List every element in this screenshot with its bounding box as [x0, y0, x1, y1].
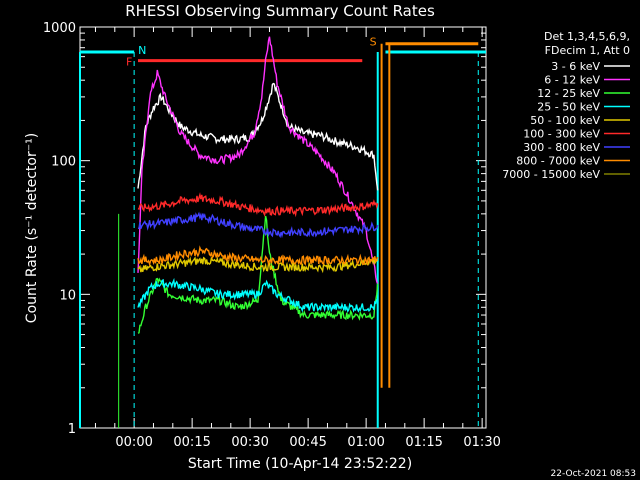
legend: Det 1,3,4,5,6,9,FDecim 1, Att 0 3 - 6 keV…	[502, 30, 630, 181]
annotation-f: F	[126, 56, 132, 69]
legend-label: 12 - 25 keV	[537, 87, 600, 100]
legend-label: 300 - 800 keV	[523, 141, 600, 154]
legend-label: 3 - 6 keV	[551, 60, 600, 73]
x-tick-label: 01:00	[347, 435, 384, 450]
legend-header: FDecim 1, Att 0	[545, 44, 630, 57]
x-tick-label: 01:15	[405, 435, 442, 450]
y-tick-label: 1	[68, 422, 76, 437]
overlay-markers: NF S	[79, 36, 486, 428]
series-line	[137, 36, 379, 285]
series-line	[137, 277, 378, 313]
chart-title: RHESSI Observing Summary Count Rates	[125, 2, 435, 20]
series-line	[137, 211, 379, 239]
legend-label: 7000 - 15000 keV	[502, 168, 600, 181]
series-line	[137, 256, 379, 274]
x-tick-label: 01:30	[463, 435, 500, 450]
x-tick-label: 00:30	[231, 435, 268, 450]
data-series	[137, 36, 379, 334]
legend-label: 100 - 300 keV	[523, 128, 600, 141]
legend-label: 6 - 12 keV	[544, 74, 600, 87]
annotation-n: N	[138, 44, 146, 57]
y-tick-label: 100	[51, 155, 76, 170]
series-line	[137, 192, 379, 218]
y-axis-label: Count Rate (s⁻¹ detector⁻¹)	[24, 133, 40, 323]
series-line	[137, 245, 379, 267]
x-tick-label: 00:00	[115, 435, 152, 450]
timestamp: 22-Oct-2021 08:53	[551, 469, 636, 479]
legend-label: 800 - 7000 keV	[516, 155, 600, 168]
x-tick-label: 00:45	[289, 435, 326, 450]
x-axis-label: Start Time (10-Apr-14 23:52:22)	[188, 456, 412, 472]
legend-header: Det 1,3,4,5,6,9,	[544, 30, 630, 43]
series-line	[137, 215, 379, 334]
legend-label: 25 - 50 keV	[537, 101, 600, 114]
y-tick-label: 10	[59, 288, 76, 303]
x-tick-label: 00:15	[173, 435, 210, 450]
series-line	[137, 82, 379, 191]
legend-label: 50 - 100 keV	[530, 114, 600, 127]
y-tick-label: 1000	[43, 21, 76, 36]
annotation-s: S	[370, 36, 377, 49]
